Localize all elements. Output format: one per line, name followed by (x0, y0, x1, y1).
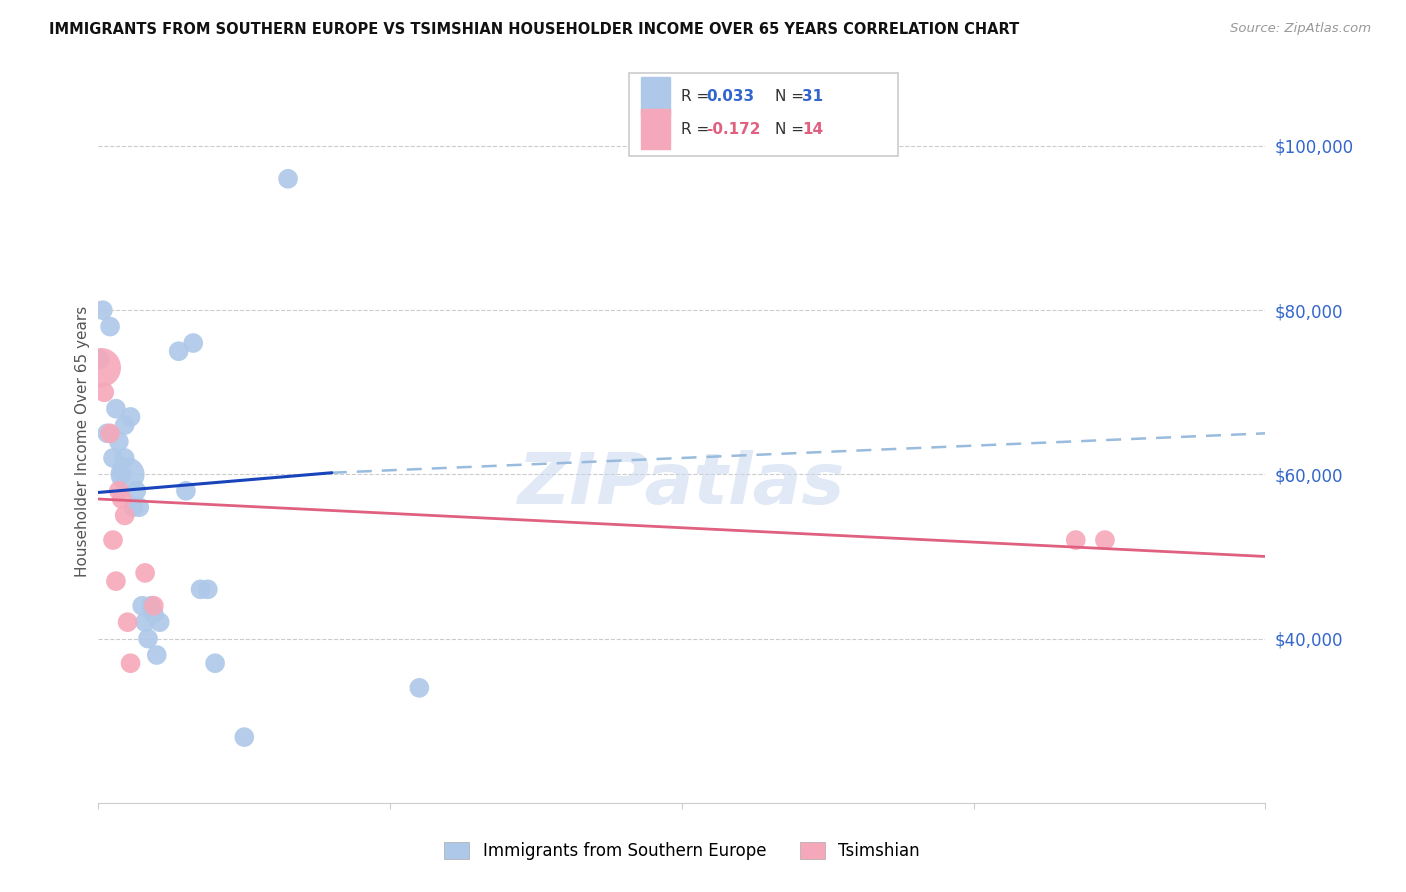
Point (89, 352, 111, 367)
Point (277, 171, 299, 186)
Point (128, 500, 150, 515)
Point (91, 303, 114, 318)
FancyBboxPatch shape (641, 109, 671, 149)
Point (114, 508, 136, 523)
Point (93, 385, 115, 400)
Point (98, 319, 121, 334)
Point (233, 730, 256, 744)
Text: -0.172: -0.172 (706, 122, 761, 136)
Point (142, 599, 165, 613)
Point (134, 566, 156, 580)
Point (111, 467, 134, 482)
Text: N =: N = (775, 88, 808, 103)
Legend: Immigrants from Southern Europe, Tsimshian: Immigrants from Southern Europe, Tsimshi… (437, 835, 927, 867)
Text: IMMIGRANTS FROM SOUTHERN EUROPE VS TSIMSHIAN HOUSEHOLDER INCOME OVER 65 YEARS CO: IMMIGRANTS FROM SOUTHERN EUROPE VS TSIMS… (49, 22, 1019, 37)
Point (136, 632, 159, 646)
Text: ZIPatlas: ZIPatlas (519, 450, 845, 519)
Point (98, 426, 121, 441)
Point (142, 607, 165, 621)
Point (149, 615, 172, 630)
Point (90, 360, 112, 375)
Point (101, 450, 124, 465)
Point (120, 409, 142, 424)
Text: Source: ZipAtlas.com: Source: ZipAtlas.com (1230, 22, 1371, 36)
Point (120, 657, 142, 671)
Point (408, 681, 430, 695)
FancyBboxPatch shape (641, 77, 671, 117)
Text: N =: N = (775, 122, 808, 136)
Point (146, 648, 169, 662)
Point (108, 434, 131, 449)
Point (1094, 533, 1116, 547)
Point (117, 615, 139, 630)
Point (111, 491, 134, 506)
Point (134, 615, 156, 630)
Text: R =: R = (681, 122, 714, 136)
Point (181, 336, 204, 351)
Y-axis label: Householder Income Over 65 years: Householder Income Over 65 years (75, 306, 90, 577)
Text: 0.033: 0.033 (706, 88, 755, 103)
Point (131, 599, 153, 613)
Point (167, 344, 190, 359)
Point (114, 418, 136, 433)
Point (122, 500, 145, 515)
Text: 31: 31 (801, 88, 824, 103)
FancyBboxPatch shape (630, 73, 898, 156)
Point (1064, 533, 1087, 547)
Point (108, 483, 131, 498)
Point (174, 483, 197, 498)
Text: 14: 14 (801, 122, 824, 136)
Point (104, 574, 127, 588)
Point (101, 533, 124, 547)
Point (204, 657, 226, 671)
Point (139, 599, 162, 613)
Point (114, 450, 136, 465)
Point (96, 426, 118, 441)
Point (117, 467, 139, 482)
Point (197, 582, 219, 597)
Text: R =: R = (681, 88, 714, 103)
Point (190, 582, 212, 597)
Point (104, 401, 127, 416)
Point (125, 483, 148, 498)
